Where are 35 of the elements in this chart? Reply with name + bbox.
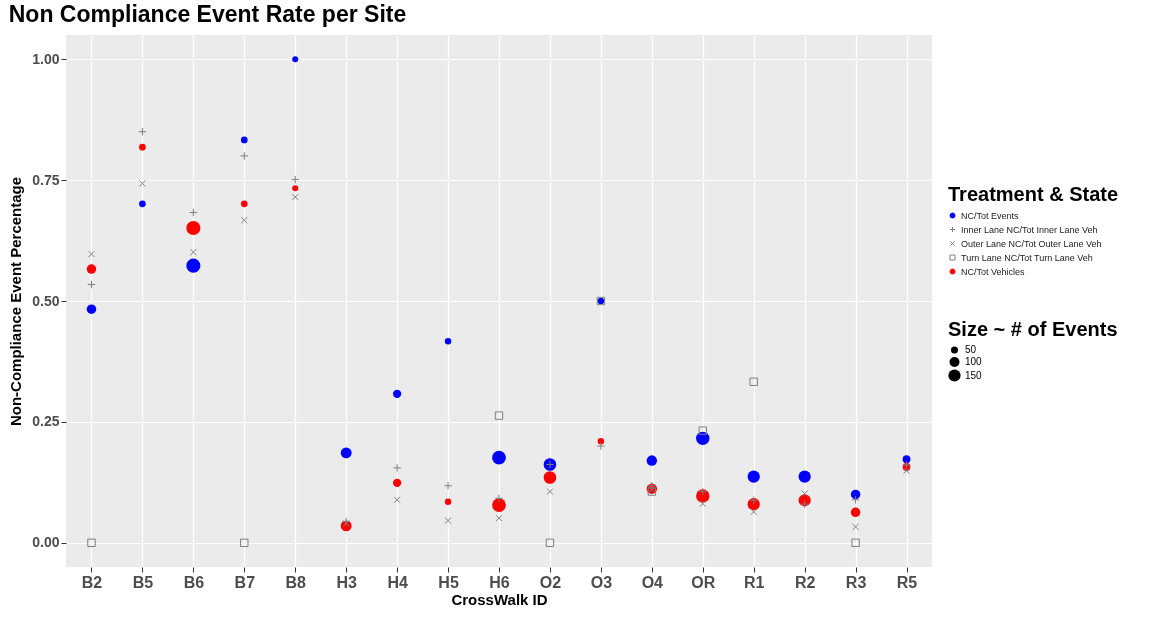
y-tick-label: 0.00 <box>32 534 60 551</box>
x-axis-title: CrossWalk ID <box>451 590 548 608</box>
x-tick-label: H4 <box>387 573 408 591</box>
y-tick-label: 0.50 <box>32 292 60 309</box>
x-tick-label: O3 <box>590 573 613 591</box>
legend-label: Turn Lane NC/Tot Turn Lane Veh <box>961 252 1093 263</box>
y-tick-label: 0.25 <box>32 413 60 430</box>
x-tick-label: R5 <box>896 573 918 591</box>
x-tick-label: R1 <box>743 573 765 591</box>
y-tick-label: 0.75 <box>32 171 60 188</box>
y-tick-label: 1.00 <box>32 50 60 67</box>
legend-label: 150 <box>965 369 983 381</box>
x-tick-label: H3 <box>336 573 357 591</box>
x-tick-label: OR <box>691 573 716 591</box>
x-tick-label: H5 <box>438 573 459 591</box>
legend-label: 50 <box>965 344 977 355</box>
x-tick-label: H6 <box>489 573 510 591</box>
x-tick-label: B7 <box>234 573 256 591</box>
legend-label: NC/Tot Events <box>961 210 1020 221</box>
x-tick-label: B8 <box>285 573 307 591</box>
x-tick-label: O4 <box>641 573 664 591</box>
legend-title: Treatment & State <box>948 183 1119 205</box>
x-tick-label: B6 <box>183 573 205 591</box>
chart-title: Non Compliance Event Rate per Site <box>8 1 407 27</box>
x-tick-label: R3 <box>845 573 867 591</box>
text: Size ~ # of Events <box>948 318 1118 340</box>
legend-label: NC/Tot Vehicles <box>961 266 1026 277</box>
x-tick-label: R2 <box>794 573 816 591</box>
legend-label: Outer Lane NC/Tot Outer Lane Veh <box>961 238 1102 249</box>
x-tick-label: O2 <box>539 573 562 591</box>
x-tick-label: B5 <box>132 573 154 591</box>
legend-label: 100 <box>965 356 983 367</box>
legend-label: Inner Lane NC/Tot Inner Lane Veh <box>961 224 1098 235</box>
y-axis-title: Non-Compliance Event Percentage <box>7 176 25 427</box>
x-tick-label: B2 <box>81 573 103 591</box>
